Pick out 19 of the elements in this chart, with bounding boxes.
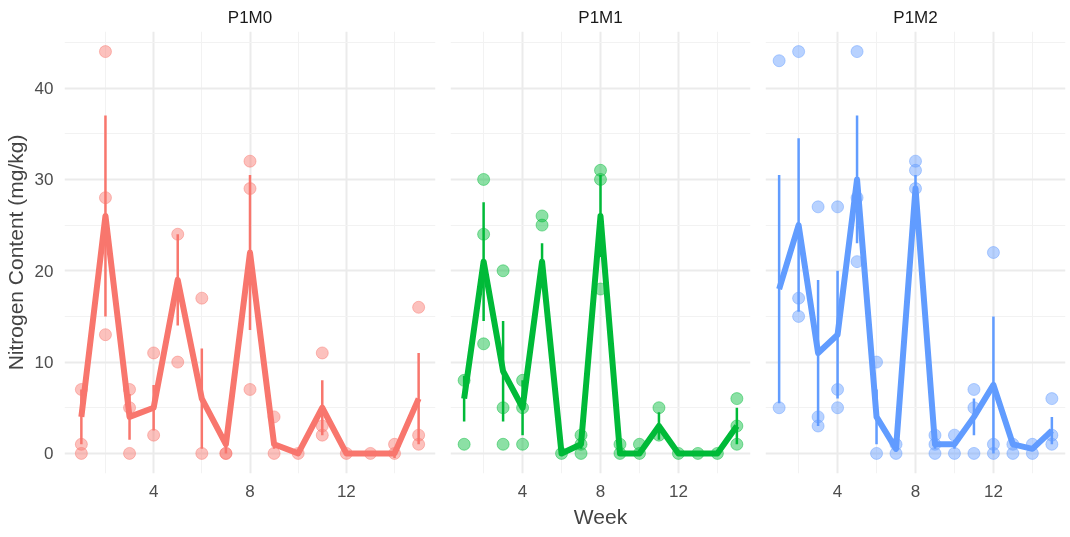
y-tick-label: 10: [34, 353, 54, 373]
x-tick-label: 12: [983, 481, 1003, 501]
x-tick-label: 8: [910, 481, 921, 501]
y-axis-title: Nitrogen Content (mg/kg): [3, 134, 27, 371]
x-tick-label: 4: [832, 481, 843, 501]
x-tick-label: 4: [517, 481, 528, 501]
y-tick-label: 0: [44, 444, 54, 464]
y-tick-label: 30: [34, 170, 54, 190]
x-tick-label: 8: [595, 481, 606, 501]
x-tick-label: 4: [148, 481, 159, 501]
x-axis-title: Week: [573, 504, 628, 528]
y-tick-label: 40: [34, 79, 54, 99]
x-tick-label: 12: [668, 481, 688, 501]
x-tick-label: 8: [245, 481, 255, 501]
x-tick-label: 12: [336, 481, 356, 501]
chart-title: P1M1: [578, 7, 623, 27]
chart-title: P1M2: [893, 7, 938, 27]
chart-title: P1M0: [227, 7, 273, 27]
y-tick-label: 20: [34, 261, 54, 281]
